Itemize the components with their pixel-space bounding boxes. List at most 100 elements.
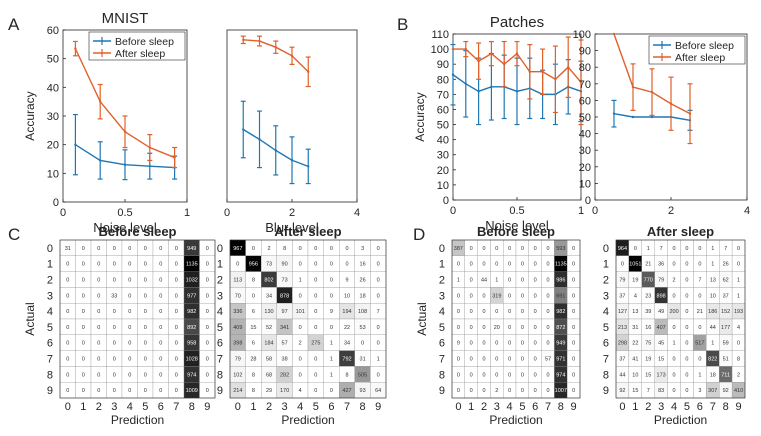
cell-value: 0 (534, 341, 537, 347)
cell-value: 1 (737, 293, 740, 299)
cell-value: 4 (737, 325, 740, 331)
cell-value: 0 (314, 372, 317, 378)
cell-value: 0 (534, 262, 537, 268)
row-label: 9 (217, 385, 223, 397)
row-label: 5 (603, 322, 609, 334)
cell-value: 0 (470, 293, 473, 299)
cell-value: 58 (266, 357, 272, 363)
cell-value: 0 (113, 325, 116, 331)
row-label: 7 (439, 354, 445, 366)
y-tick-label: 100 (573, 29, 591, 41)
x-axis-label: Prediction (489, 413, 542, 427)
cell-value: 53 (360, 325, 366, 331)
data-point (274, 46, 277, 49)
cell-value: 0 (572, 246, 575, 252)
cell-value: 113 (233, 278, 242, 284)
cell-value: 0 (572, 357, 575, 363)
cell-value: 0 (299, 246, 302, 252)
cell-value: 0 (673, 293, 676, 299)
panel-letter-b: B (397, 15, 408, 34)
cell-value: 0 (97, 357, 100, 363)
cell-value: 64 (375, 388, 381, 394)
cell-value: 949 (187, 246, 196, 252)
cell-value: 16 (360, 262, 366, 268)
cell-value: 0 (377, 293, 380, 299)
cell-value: 0 (572, 278, 575, 284)
cell-value: 0 (470, 309, 473, 315)
cell-value: 18 (360, 293, 366, 299)
cell-value: 0 (377, 262, 380, 268)
cell-value: 22 (344, 325, 350, 331)
cell-value: 409 (233, 325, 242, 331)
data-point (74, 47, 77, 50)
cell-value: 0 (521, 341, 524, 347)
cell-value: 0 (470, 372, 473, 378)
cell-value: 0 (534, 357, 537, 363)
cell-value: 15 (250, 325, 256, 331)
cell-value: 0 (128, 341, 131, 347)
data-point (490, 52, 493, 55)
cell-value: 6 (252, 309, 255, 315)
col-label: 3 (282, 401, 288, 413)
cell-value: 0 (330, 278, 333, 284)
col-label: 9 (735, 401, 741, 413)
data-point (650, 90, 654, 94)
cell-value: 0 (66, 372, 69, 378)
data-point (688, 112, 692, 115)
cell-value: 0 (97, 246, 100, 252)
cell-value: 0 (546, 309, 549, 315)
data-point (631, 85, 635, 89)
cell-value: 0 (330, 325, 333, 331)
cell-value: 0 (82, 372, 85, 378)
cell-value: 8 (252, 372, 255, 378)
col-label: 2 (645, 401, 651, 413)
cell-value: 0 (470, 278, 473, 284)
x-axis-label: Blur level (265, 220, 319, 235)
cell-value: 0 (97, 372, 100, 378)
cell-value: 0 (482, 357, 485, 363)
cell-value: 0 (144, 325, 147, 331)
y-axis-label: Actual (23, 302, 37, 335)
panel-letter-a: A (8, 15, 20, 34)
cell-value: 19 (645, 357, 651, 363)
cell-value: 0 (534, 278, 537, 284)
col-label: 0 (235, 401, 241, 413)
data-point (307, 70, 310, 73)
cell-value: 892 (187, 325, 196, 331)
cell-value: 0 (82, 293, 85, 299)
cell-value: 57 (282, 341, 288, 347)
cell-value: 75 (645, 341, 651, 347)
cell-value: 0 (175, 309, 178, 315)
cell-value: 0 (144, 293, 147, 299)
cell-value: 1135 (186, 262, 198, 268)
y-tick-label: 50 (47, 54, 59, 66)
cell-value: 0 (314, 309, 317, 315)
data-point (242, 128, 245, 131)
y-tick-label: 30 (47, 111, 59, 123)
cell-value: 0 (175, 262, 178, 268)
data-point (669, 102, 673, 105)
cell-value: 0 (175, 388, 178, 394)
cell-value: 57 (545, 357, 551, 363)
row-label: 8 (47, 369, 53, 381)
cell-value: 0 (377, 372, 380, 378)
data-point (258, 39, 261, 43)
cell-value: 6 (252, 341, 255, 347)
cell-value: 0 (685, 388, 688, 394)
cell-value: 26 (360, 278, 366, 284)
cell-value: 0 (673, 357, 676, 363)
cell-value: 0 (314, 388, 317, 394)
cell-value: 31 (65, 246, 71, 252)
cell-value: 0 (113, 388, 116, 394)
cell-value: 0 (698, 325, 701, 331)
row-label: 7 (47, 354, 53, 366)
cell-value: 0 (128, 262, 131, 268)
cell-value: 0 (377, 246, 380, 252)
cell-value: 0 (457, 262, 460, 268)
cell-value: 0 (698, 246, 701, 252)
cell-value: 0 (206, 372, 209, 378)
cell-value: 0 (457, 325, 460, 331)
cell-value: 0 (97, 262, 100, 268)
data-point (123, 130, 127, 133)
